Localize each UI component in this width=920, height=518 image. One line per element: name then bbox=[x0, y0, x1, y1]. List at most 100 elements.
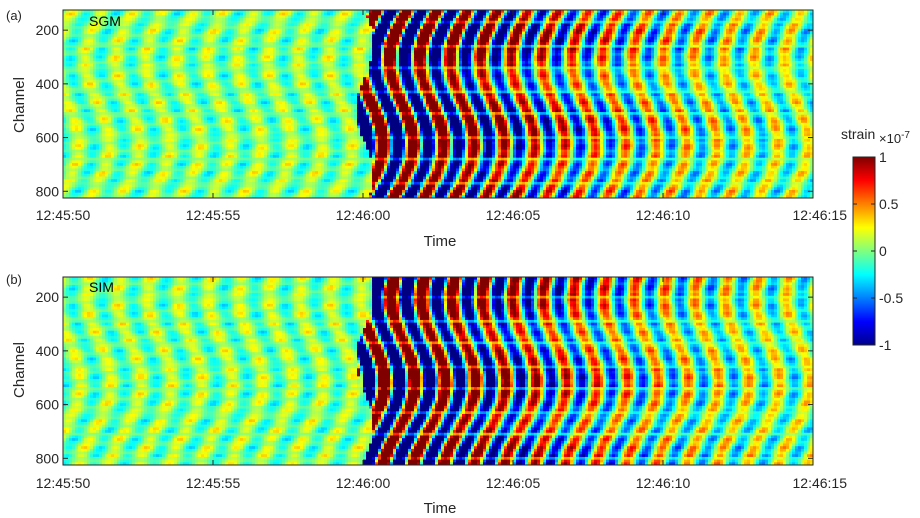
heat-cell bbox=[276, 29, 279, 32]
heat-cell bbox=[339, 13, 342, 16]
heat-cell bbox=[324, 40, 327, 43]
heat-cell bbox=[387, 37, 390, 40]
heat-cell bbox=[198, 29, 201, 32]
heat-cell bbox=[273, 48, 276, 51]
heat-cell bbox=[468, 40, 471, 43]
heat-cell bbox=[675, 23, 678, 26]
heat-cell bbox=[699, 18, 702, 21]
heat-cell bbox=[801, 34, 804, 37]
heat-cell bbox=[507, 31, 510, 34]
heat-cell bbox=[72, 29, 75, 32]
heat-cell bbox=[567, 37, 570, 40]
heat-cell bbox=[600, 18, 603, 21]
heat-cell bbox=[492, 50, 495, 53]
heat-cell bbox=[606, 48, 609, 51]
heat-cell bbox=[312, 29, 315, 32]
heat-cell bbox=[372, 50, 375, 53]
heat-cell bbox=[678, 13, 681, 16]
heat-cell bbox=[540, 50, 543, 53]
heat-cell bbox=[405, 15, 408, 18]
heat-cell bbox=[786, 45, 789, 48]
heat-cell bbox=[492, 21, 495, 24]
heat-cell bbox=[375, 50, 378, 53]
heat-cell bbox=[69, 26, 72, 29]
heat-cell bbox=[528, 40, 531, 43]
heat-cell bbox=[267, 31, 270, 34]
heat-cell bbox=[660, 31, 663, 34]
heat-cell bbox=[711, 29, 714, 32]
heat-cell bbox=[255, 31, 258, 34]
heat-cell bbox=[369, 48, 372, 51]
heat-cell bbox=[657, 34, 660, 37]
heat-cell bbox=[255, 26, 258, 29]
heat-cell bbox=[627, 21, 630, 24]
heat-cell bbox=[705, 45, 708, 48]
heat-cell bbox=[396, 50, 399, 53]
heat-cell bbox=[501, 26, 504, 29]
heat-cell bbox=[459, 34, 462, 37]
heat-cell bbox=[255, 18, 258, 21]
heat-cell bbox=[300, 34, 303, 37]
heat-cell bbox=[180, 23, 183, 26]
heat-cell bbox=[201, 31, 204, 34]
heat-cell bbox=[600, 21, 603, 24]
heat-cell bbox=[666, 31, 669, 34]
heat-cell bbox=[96, 29, 99, 32]
heat-cell bbox=[198, 42, 201, 45]
heat-cell bbox=[603, 15, 606, 18]
heat-cell bbox=[795, 37, 798, 40]
heat-cell bbox=[651, 40, 654, 43]
heat-cell bbox=[444, 40, 447, 43]
heat-cell bbox=[648, 26, 651, 29]
heat-cell bbox=[312, 26, 315, 29]
heat-cell bbox=[135, 23, 138, 26]
heat-cell bbox=[234, 40, 237, 43]
heat-cell bbox=[570, 29, 573, 32]
heat-cell bbox=[255, 37, 258, 40]
heat-cell bbox=[609, 42, 612, 45]
heat-cell bbox=[552, 29, 555, 32]
heat-cell bbox=[273, 31, 276, 34]
heat-cell bbox=[225, 48, 228, 51]
heat-cell bbox=[654, 34, 657, 37]
heat-cell bbox=[387, 34, 390, 37]
heat-cell bbox=[207, 31, 210, 34]
heat-cell bbox=[360, 48, 363, 51]
heat-cell bbox=[321, 31, 324, 34]
heat-cell bbox=[129, 45, 132, 48]
heat-cell bbox=[789, 34, 792, 37]
heat-cell bbox=[402, 15, 405, 18]
heat-cell bbox=[426, 31, 429, 34]
heat-cell bbox=[207, 26, 210, 29]
heat-cell bbox=[636, 29, 639, 32]
heat-cell bbox=[591, 13, 594, 16]
heat-cell bbox=[465, 15, 468, 18]
heat-cell bbox=[84, 40, 87, 43]
heat-cell bbox=[354, 21, 357, 24]
heat-cell bbox=[303, 23, 306, 26]
heat-cell bbox=[372, 13, 375, 16]
heat-cell bbox=[738, 34, 741, 37]
heat-cell bbox=[411, 18, 414, 21]
heat-cell bbox=[444, 34, 447, 37]
heat-cell bbox=[798, 18, 801, 21]
heat-cell bbox=[348, 31, 351, 34]
heat-cell bbox=[429, 40, 432, 43]
heat-cell bbox=[792, 48, 795, 51]
heat-cell bbox=[714, 45, 717, 48]
heat-cell bbox=[396, 18, 399, 21]
heat-cell bbox=[450, 31, 453, 34]
heat-cell bbox=[153, 45, 156, 48]
heat-cell bbox=[309, 23, 312, 26]
heat-cell bbox=[732, 26, 735, 29]
heat-cell bbox=[678, 31, 681, 34]
heat-cell bbox=[336, 15, 339, 18]
heat-cell bbox=[303, 45, 306, 48]
heat-cell bbox=[573, 31, 576, 34]
heat-cell bbox=[795, 23, 798, 26]
heat-cell bbox=[315, 42, 318, 45]
heat-cell bbox=[252, 15, 255, 18]
heat-cell bbox=[624, 45, 627, 48]
heat-cell bbox=[105, 29, 108, 32]
heat-cell bbox=[231, 13, 234, 16]
